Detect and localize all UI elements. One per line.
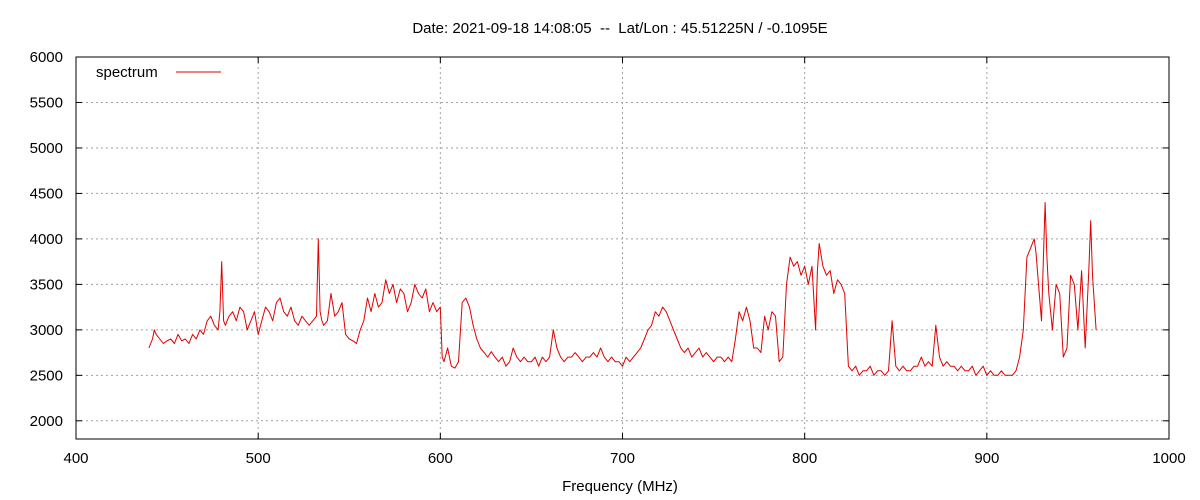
x-tick-label: 500: [246, 450, 271, 467]
y-tick-label: 3000: [30, 322, 63, 339]
x-tick-label: 800: [792, 450, 817, 467]
series-layer: [148, 202, 1097, 376]
x-axis-title: Frequency (MHz): [562, 478, 678, 495]
grid: [76, 57, 1169, 439]
legend-label-spectrum: spectrum: [96, 64, 158, 81]
x-tick-label: 1000: [1152, 450, 1185, 467]
legend: spectrum: [96, 64, 221, 81]
x-tick-label: 700: [610, 450, 635, 467]
series-line-spectrum: [148, 202, 1097, 376]
axis-ticks: 400 500 600 700 800 900 1000 2000 2500 3000 3500 40…: [30, 49, 1186, 467]
x-tick-label: 900: [974, 450, 999, 467]
y-tick-label: 5500: [30, 94, 63, 111]
y-tick-label: 2000: [30, 413, 63, 430]
y-tick-label: 6000: [30, 49, 63, 66]
y-tick-label: 3500: [30, 276, 63, 293]
x-tick-label: 600: [428, 450, 453, 467]
x-tick-label: 400: [63, 450, 88, 467]
y-tick-label: 4000: [30, 231, 63, 248]
y-tick-label: 4500: [30, 185, 63, 202]
chart-title: Date: 2021-09-18 14:08:05 -- Lat/Lon : 4…: [412, 20, 827, 37]
y-tick-label: 2500: [30, 367, 63, 384]
y-tick-label: 5000: [30, 140, 63, 157]
